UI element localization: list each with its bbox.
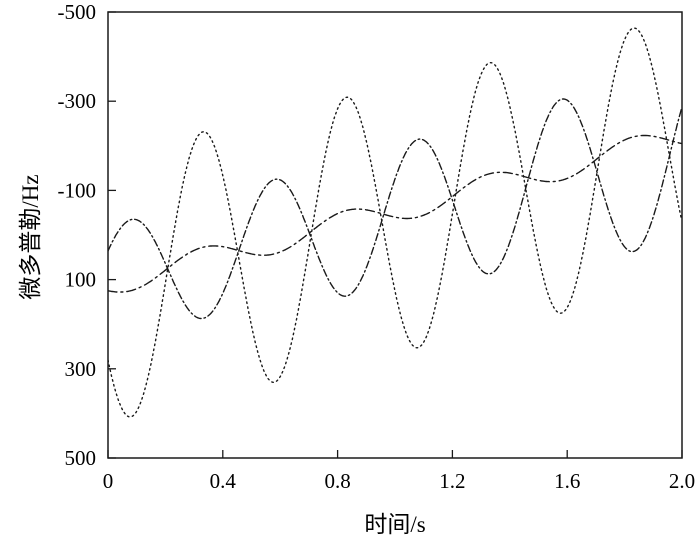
x-tick-label: 1.2	[439, 469, 465, 493]
series-group	[108, 27, 682, 418]
micro-doppler-curve-2	[108, 98, 682, 320]
x-tick-label: 0.8	[324, 469, 350, 493]
x-tick-label: 0.4	[210, 469, 237, 493]
y-tick-label: 500	[65, 446, 97, 470]
y-tick-label: -100	[58, 178, 97, 202]
y-tick-label: -500	[58, 0, 97, 24]
x-tick-label: 2.0	[669, 469, 695, 493]
y-tick-label: 100	[65, 268, 97, 292]
y-axis-label: 微多普勒/Hz	[18, 174, 43, 300]
x-ticks: 0 0.4 0.8 1.2 1.6 2.0	[103, 450, 695, 493]
plot-frame	[107, 11, 683, 459]
x-axis-label: 时间/s	[364, 512, 426, 535]
x-tick-label: 1.6	[554, 469, 580, 493]
y-tick-label: 300	[65, 357, 97, 381]
micro-doppler-curve-1	[108, 27, 682, 418]
y-ticks: -500 -300 -100 100 300 500	[58, 0, 116, 470]
y-tick-label: -300	[58, 89, 97, 113]
micro-doppler-curve-3	[108, 134, 682, 293]
x-tick-label: 0	[103, 469, 114, 493]
